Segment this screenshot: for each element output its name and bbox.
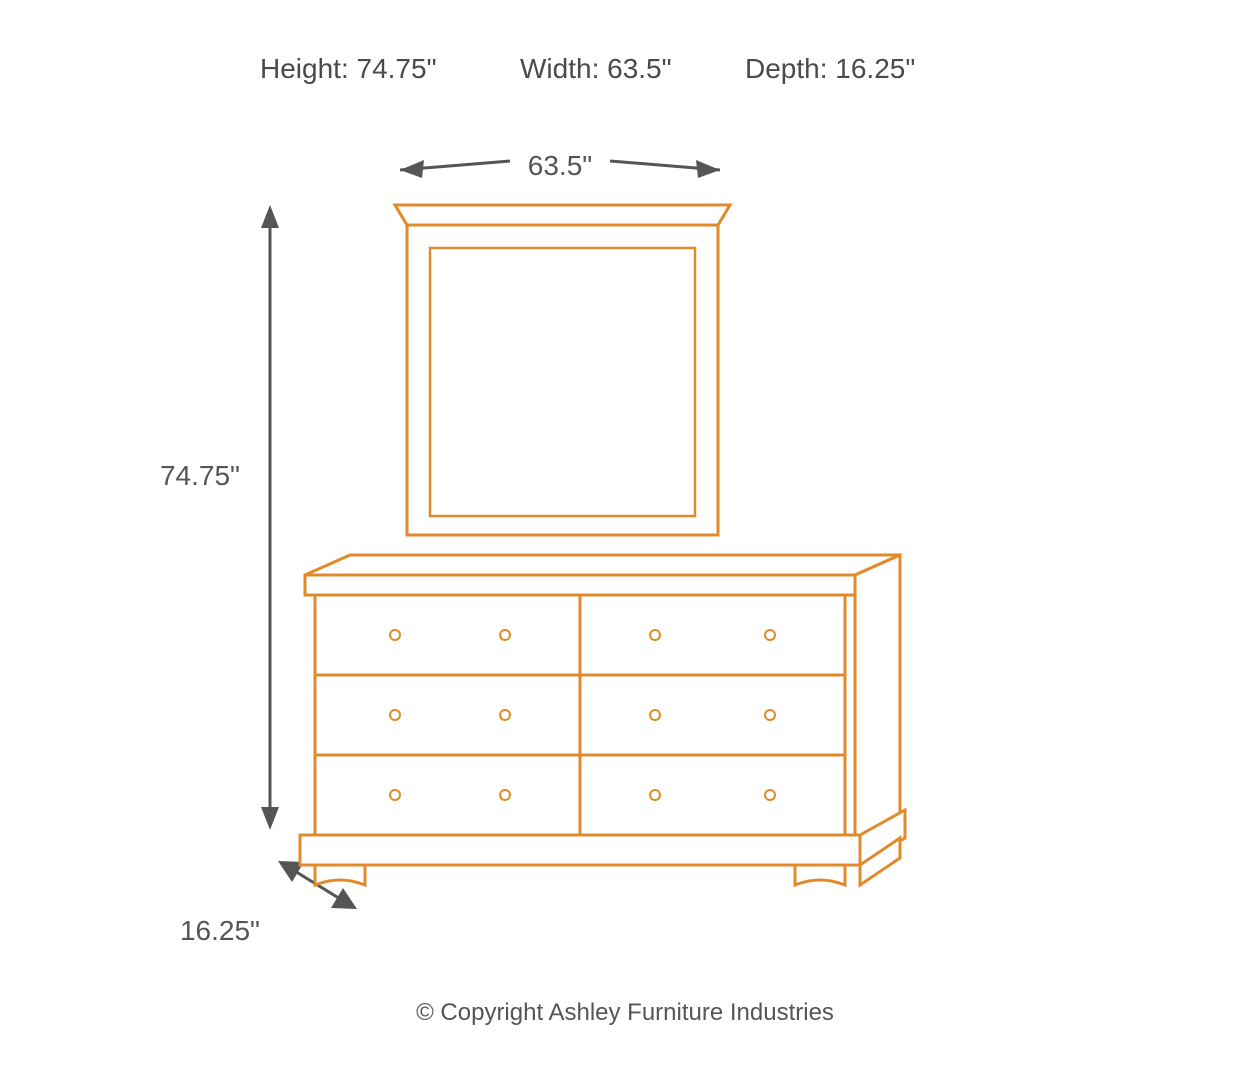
- dresser: [300, 555, 905, 885]
- width-value: 63.5": [528, 150, 592, 181]
- depth-value: 16.25": [180, 915, 260, 946]
- height-value: 74.75": [160, 460, 240, 491]
- diagram-canvas: Height: 74.75" Width: 63.5" Depth: 16.25…: [0, 0, 1250, 1080]
- height-dimension: 74.75": [160, 205, 279, 830]
- mirror: [395, 205, 730, 535]
- diagram-svg: Height: 74.75" Width: 63.5" Depth: 16.25…: [0, 0, 1250, 1080]
- spec-height: Height: 74.75": [260, 53, 437, 84]
- spec-depth: Depth: 16.25": [745, 53, 915, 84]
- copyright-text: © Copyright Ashley Furniture Industries: [416, 999, 834, 1026]
- spec-width: Width: 63.5": [520, 53, 672, 84]
- width-dimension: 63.5": [400, 150, 720, 181]
